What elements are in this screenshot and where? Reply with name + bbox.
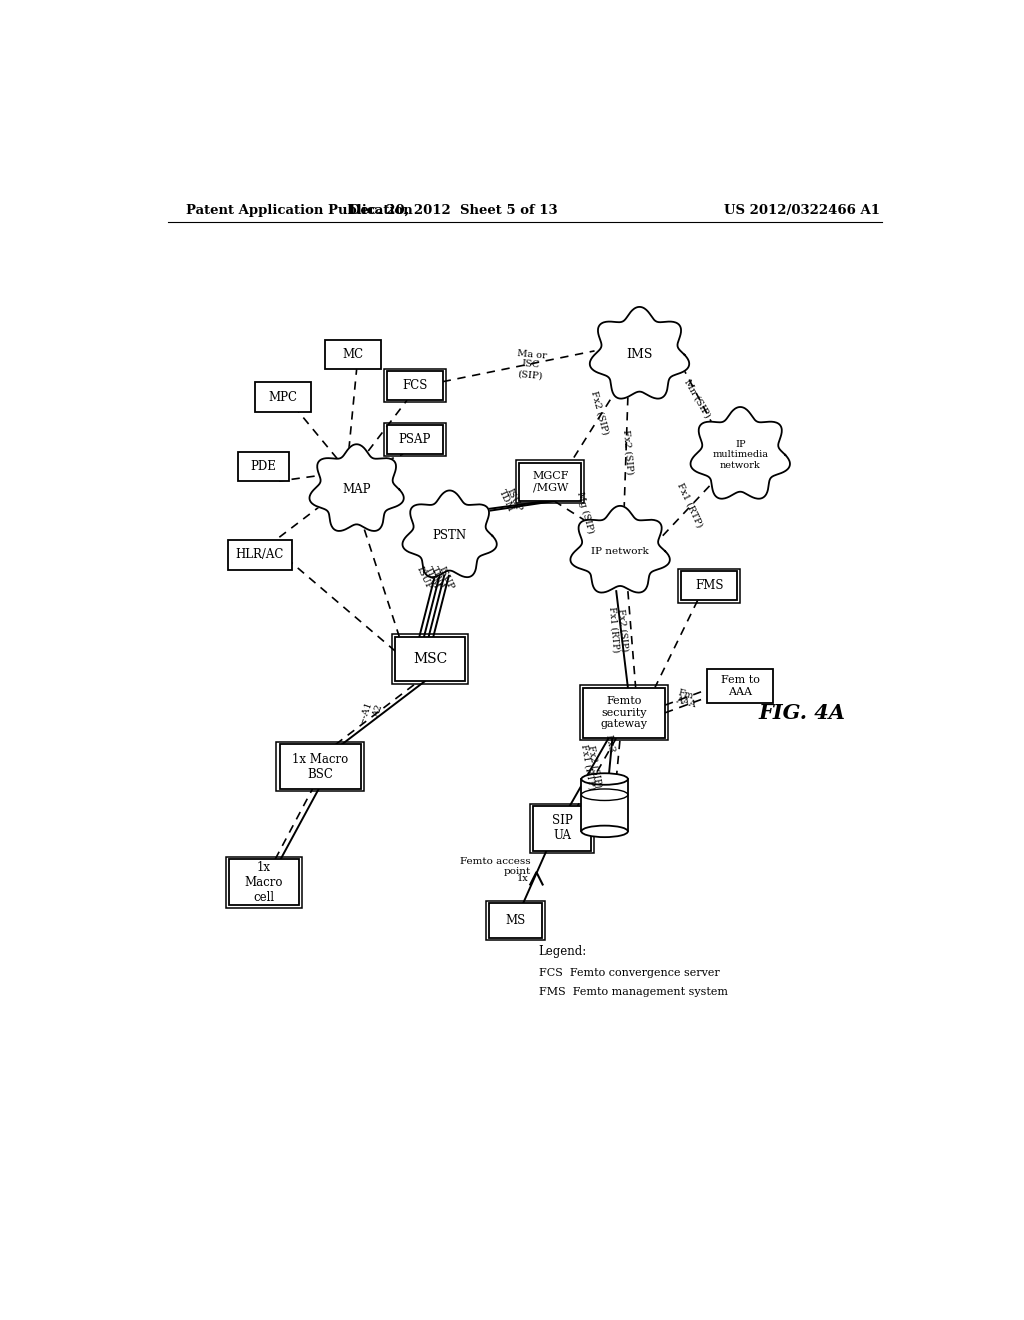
Text: Dec. 20, 2012  Sheet 5 of 13: Dec. 20, 2012 Sheet 5 of 13 xyxy=(349,205,558,218)
Text: Femto access
point: Femto access point xyxy=(461,857,531,876)
Text: Fx2 (SIP): Fx2 (SIP) xyxy=(589,389,609,436)
Text: 1x
Macro
cell: 1x Macro cell xyxy=(245,861,283,904)
Bar xyxy=(516,461,585,503)
Text: MGCF
/MGW: MGCF /MGW xyxy=(532,471,568,492)
Bar xyxy=(228,859,299,906)
Bar xyxy=(392,635,468,684)
Text: MPC: MPC xyxy=(268,391,298,404)
Text: Ma or
ISC
(SIP): Ma or ISC (SIP) xyxy=(515,348,547,381)
Bar xyxy=(708,668,773,704)
Text: Fx2 (SIP): Fx2 (SIP) xyxy=(587,744,603,788)
Bar xyxy=(529,804,594,853)
Bar xyxy=(681,572,737,601)
Bar xyxy=(582,779,628,832)
Text: AAA: AAA xyxy=(675,696,697,709)
Text: ISUP: ISUP xyxy=(436,565,455,591)
Text: Fx2 (SIP): Fx2 (SIP) xyxy=(616,607,629,652)
Text: ---A1: ---A1 xyxy=(357,701,374,725)
Text: MAP: MAP xyxy=(342,483,371,496)
Text: ISUP: ISUP xyxy=(415,565,433,591)
Text: Femto
security
gateway: Femto security gateway xyxy=(600,696,647,730)
Text: FCS  Femto convergence server: FCS Femto convergence server xyxy=(539,968,720,978)
Bar xyxy=(532,807,591,850)
Bar xyxy=(255,383,311,412)
Polygon shape xyxy=(402,491,497,577)
Text: Fx3: Fx3 xyxy=(603,734,615,754)
Text: FMS: FMS xyxy=(695,579,724,593)
Text: A2: A2 xyxy=(371,704,384,719)
Text: FIG. 4A: FIG. 4A xyxy=(759,702,846,723)
Polygon shape xyxy=(590,306,689,399)
Bar xyxy=(387,425,442,454)
Text: IP network: IP network xyxy=(591,546,649,556)
Text: 1x: 1x xyxy=(516,874,528,883)
Text: Fx1 (RTP): Fx1 (RTP) xyxy=(676,480,705,529)
Polygon shape xyxy=(309,445,403,531)
Text: Fm: Fm xyxy=(677,689,694,701)
Bar xyxy=(325,341,381,370)
Bar xyxy=(387,371,442,400)
Bar xyxy=(225,857,302,908)
Text: ISUP: ISUP xyxy=(505,487,523,513)
Text: FCS: FCS xyxy=(402,379,427,392)
Bar xyxy=(584,688,665,738)
Text: SIP
UA: SIP UA xyxy=(552,814,572,842)
Text: IMS: IMS xyxy=(627,348,652,362)
Text: Patent Application Publication: Patent Application Publication xyxy=(186,205,413,218)
Text: Fx2 (SIP): Fx2 (SIP) xyxy=(622,430,634,475)
Text: MSC: MSC xyxy=(413,652,447,665)
Text: Mg (SIP): Mg (SIP) xyxy=(575,491,595,535)
Bar xyxy=(228,540,292,570)
Text: Mn (SIP): Mn (SIP) xyxy=(683,378,713,420)
Text: Fx1 (RTP): Fx1 (RTP) xyxy=(607,606,621,653)
Text: US 2012/0322466 A1: US 2012/0322466 A1 xyxy=(724,205,881,218)
Text: Legend:: Legend: xyxy=(539,945,587,958)
Text: TDM: TDM xyxy=(423,565,441,590)
Text: FMS  Femto management system: FMS Femto management system xyxy=(539,986,728,997)
Bar xyxy=(280,744,360,789)
Bar xyxy=(276,742,364,792)
Polygon shape xyxy=(690,407,790,499)
Text: MS: MS xyxy=(506,915,525,927)
Bar xyxy=(486,902,545,940)
Bar xyxy=(489,903,542,939)
Text: IP
multimedia
network: IP multimedia network xyxy=(713,440,768,470)
Text: 1x Macro
BSC: 1x Macro BSC xyxy=(292,752,348,780)
Text: PSAP: PSAP xyxy=(398,433,431,446)
Text: TDM: TDM xyxy=(497,487,515,513)
Ellipse shape xyxy=(582,825,628,837)
Bar xyxy=(384,422,445,457)
Bar xyxy=(384,368,445,403)
Text: HLR/AC: HLR/AC xyxy=(236,548,284,561)
Polygon shape xyxy=(570,506,670,593)
Bar xyxy=(239,451,289,480)
Text: PDE: PDE xyxy=(251,459,276,473)
Bar xyxy=(581,685,668,741)
Text: TDM: TDM xyxy=(429,565,447,590)
Text: PSTN: PSTN xyxy=(432,529,467,543)
Text: MC: MC xyxy=(342,348,364,362)
Text: Fem to
AAA: Fem to AAA xyxy=(721,675,760,697)
Ellipse shape xyxy=(582,774,628,785)
Text: Fx1 (RTP): Fx1 (RTP) xyxy=(580,743,596,791)
Bar xyxy=(678,569,740,603)
Bar xyxy=(395,636,465,681)
Bar xyxy=(519,462,582,502)
